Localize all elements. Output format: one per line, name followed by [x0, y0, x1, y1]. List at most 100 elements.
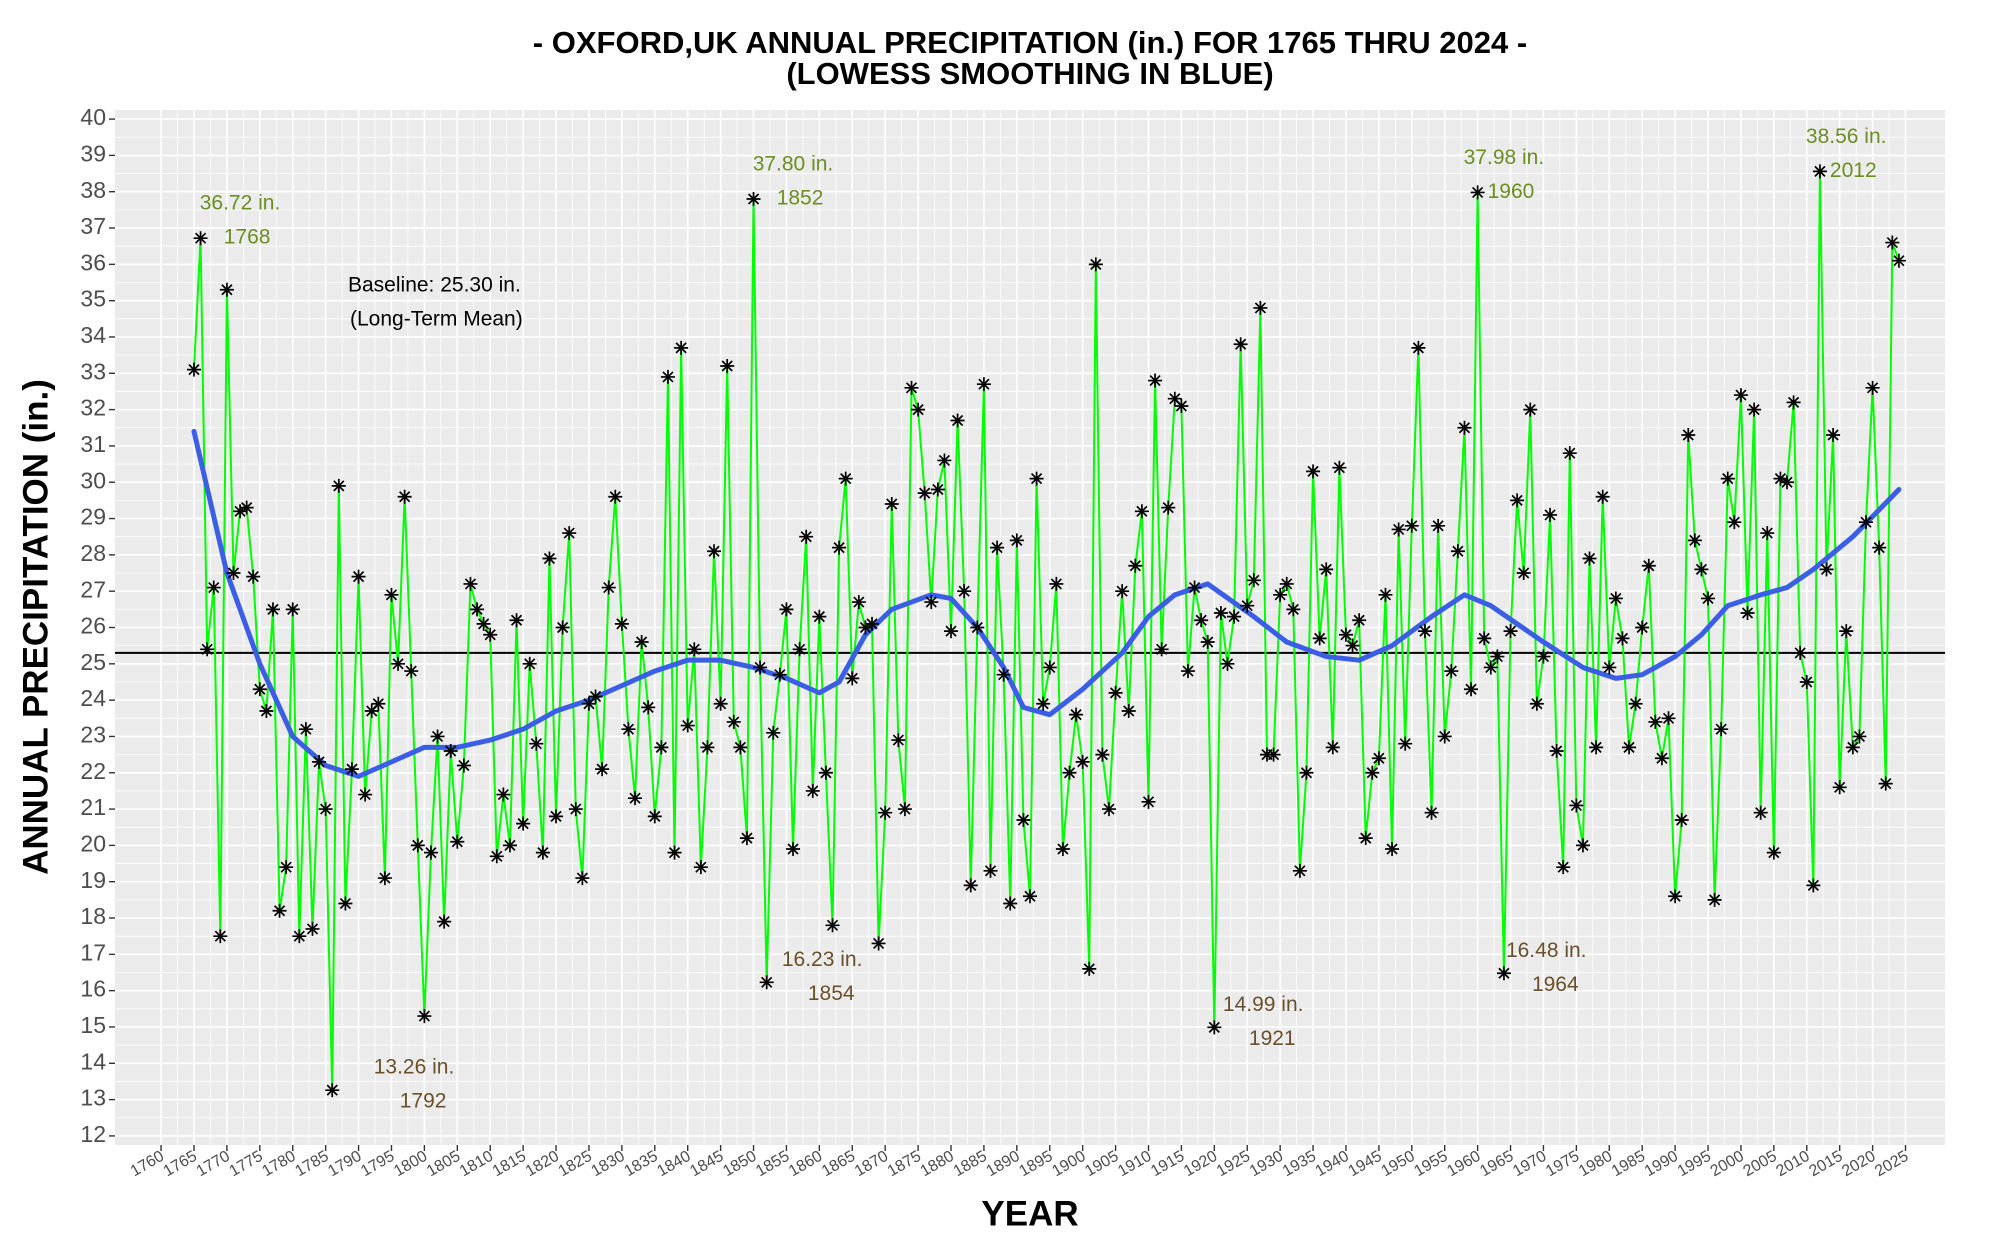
marker: [1253, 300, 1268, 315]
annotation-value: 37.80 in.: [753, 153, 834, 176]
marker: [1747, 402, 1762, 417]
marker: [1668, 889, 1683, 904]
marker: [786, 842, 801, 857]
marker: [1312, 631, 1327, 646]
marker: [1859, 515, 1874, 530]
marker: [483, 627, 498, 642]
y-tick-label: 19: [80, 867, 106, 893]
marker: [878, 805, 893, 820]
marker: [1042, 660, 1057, 675]
marker: [1727, 515, 1742, 530]
marker: [733, 740, 748, 755]
marker: [1793, 645, 1808, 660]
marker: [700, 740, 715, 755]
y-tick-label: 14: [80, 1048, 106, 1074]
marker: [1549, 743, 1564, 758]
annotation-year: 1921: [1249, 1027, 1296, 1050]
annotation-value: 14.99 in.: [1223, 993, 1304, 1016]
y-tick-label: 31: [80, 431, 106, 457]
marker: [1714, 722, 1729, 737]
marker: [581, 696, 596, 711]
marker: [318, 802, 333, 817]
marker: [601, 580, 616, 595]
marker: [1075, 754, 1090, 769]
annotation-year: 1792: [400, 1090, 447, 1113]
marker: [1049, 576, 1064, 591]
marker: [634, 635, 649, 650]
marker: [990, 540, 1005, 555]
marker: [463, 576, 478, 591]
marker: [470, 602, 485, 617]
marker: [1055, 842, 1070, 857]
marker: [1510, 493, 1525, 508]
marker: [279, 860, 294, 875]
marker: [219, 282, 234, 297]
marker: [509, 613, 524, 628]
y-tick-label: 28: [80, 540, 106, 566]
marker: [1806, 878, 1821, 893]
y-tick-label: 34: [80, 322, 106, 348]
marker: [562, 526, 577, 541]
marker: [1707, 892, 1722, 907]
marker: [476, 616, 491, 631]
marker: [1194, 613, 1209, 628]
marker: [1628, 696, 1643, 711]
marker: [1036, 696, 1051, 711]
marker: [1661, 711, 1676, 726]
marker: [1582, 551, 1597, 566]
marker: [1556, 860, 1571, 875]
marker: [871, 936, 886, 951]
marker: [1128, 558, 1143, 573]
marker: [963, 878, 978, 893]
marker: [496, 787, 511, 802]
marker: [1523, 402, 1538, 417]
marker: [1819, 562, 1834, 577]
marker: [555, 620, 570, 635]
marker: [976, 377, 991, 392]
marker: [535, 845, 550, 860]
marker: [1812, 164, 1827, 179]
marker: [239, 500, 254, 515]
marker: [1134, 504, 1149, 519]
marker: [1687, 533, 1702, 548]
baseline-note: Baseline: 25.30 in.: [348, 274, 521, 297]
marker: [1338, 627, 1353, 642]
marker: [1615, 631, 1630, 646]
marker: [1885, 235, 1900, 250]
marker: [1674, 812, 1689, 827]
marker: [1503, 624, 1518, 639]
y-tick-label: 18: [80, 903, 106, 929]
y-tick-label: 24: [80, 685, 106, 711]
marker: [1780, 475, 1795, 490]
marker: [1227, 609, 1242, 624]
marker: [996, 667, 1011, 682]
annotation-year: 1964: [1532, 973, 1579, 996]
marker: [575, 871, 590, 886]
marker: [772, 667, 787, 682]
marker: [1536, 649, 1551, 664]
marker: [1543, 507, 1558, 522]
marker: [1622, 740, 1637, 755]
marker: [1325, 740, 1340, 755]
marker: [1365, 765, 1380, 780]
y-tick-label: 27: [80, 576, 106, 602]
marker: [1865, 380, 1880, 395]
marker: [522, 656, 537, 671]
marker: [944, 624, 959, 639]
marker: [1444, 664, 1459, 679]
marker: [1641, 558, 1656, 573]
y-tick-label: 40: [80, 104, 106, 130]
marker: [1799, 674, 1814, 689]
marker: [608, 489, 623, 504]
x-axis-title: YEAR: [981, 1194, 1078, 1233]
marker: [1207, 1020, 1222, 1035]
marker: [805, 783, 820, 798]
marker: [904, 380, 919, 395]
marker: [950, 413, 965, 428]
marker: [707, 544, 722, 559]
marker: [1292, 863, 1307, 878]
marker: [1457, 420, 1472, 435]
y-tick-label: 33: [80, 358, 106, 384]
marker: [851, 595, 866, 610]
marker: [1826, 428, 1841, 443]
